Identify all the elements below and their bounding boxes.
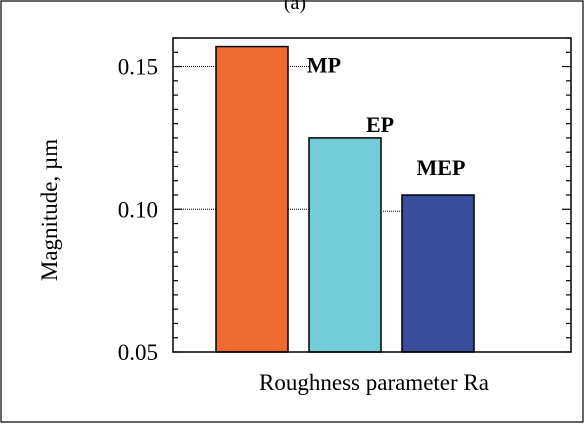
y-tick-label: 0.15 [118,55,158,80]
plot-area: MP EP MEP 0.15 0.10 0.05 [118,37,572,365]
bar-ep [308,137,382,353]
panel-label: (a) [284,0,306,14]
y-tick-label: 0.10 [118,197,158,222]
bar-label-mep: MEP [417,155,466,180]
bar-label-ep: EP [366,112,394,137]
y-axis-label: Magnitude, µm [37,139,62,281]
bar-mp [215,45,289,353]
bar-mep [401,194,475,353]
bar-label-mp: MP [307,53,341,78]
y-tick-label: 0.05 [118,340,158,365]
x-axis-label: Roughness parameter Ra [259,370,489,395]
